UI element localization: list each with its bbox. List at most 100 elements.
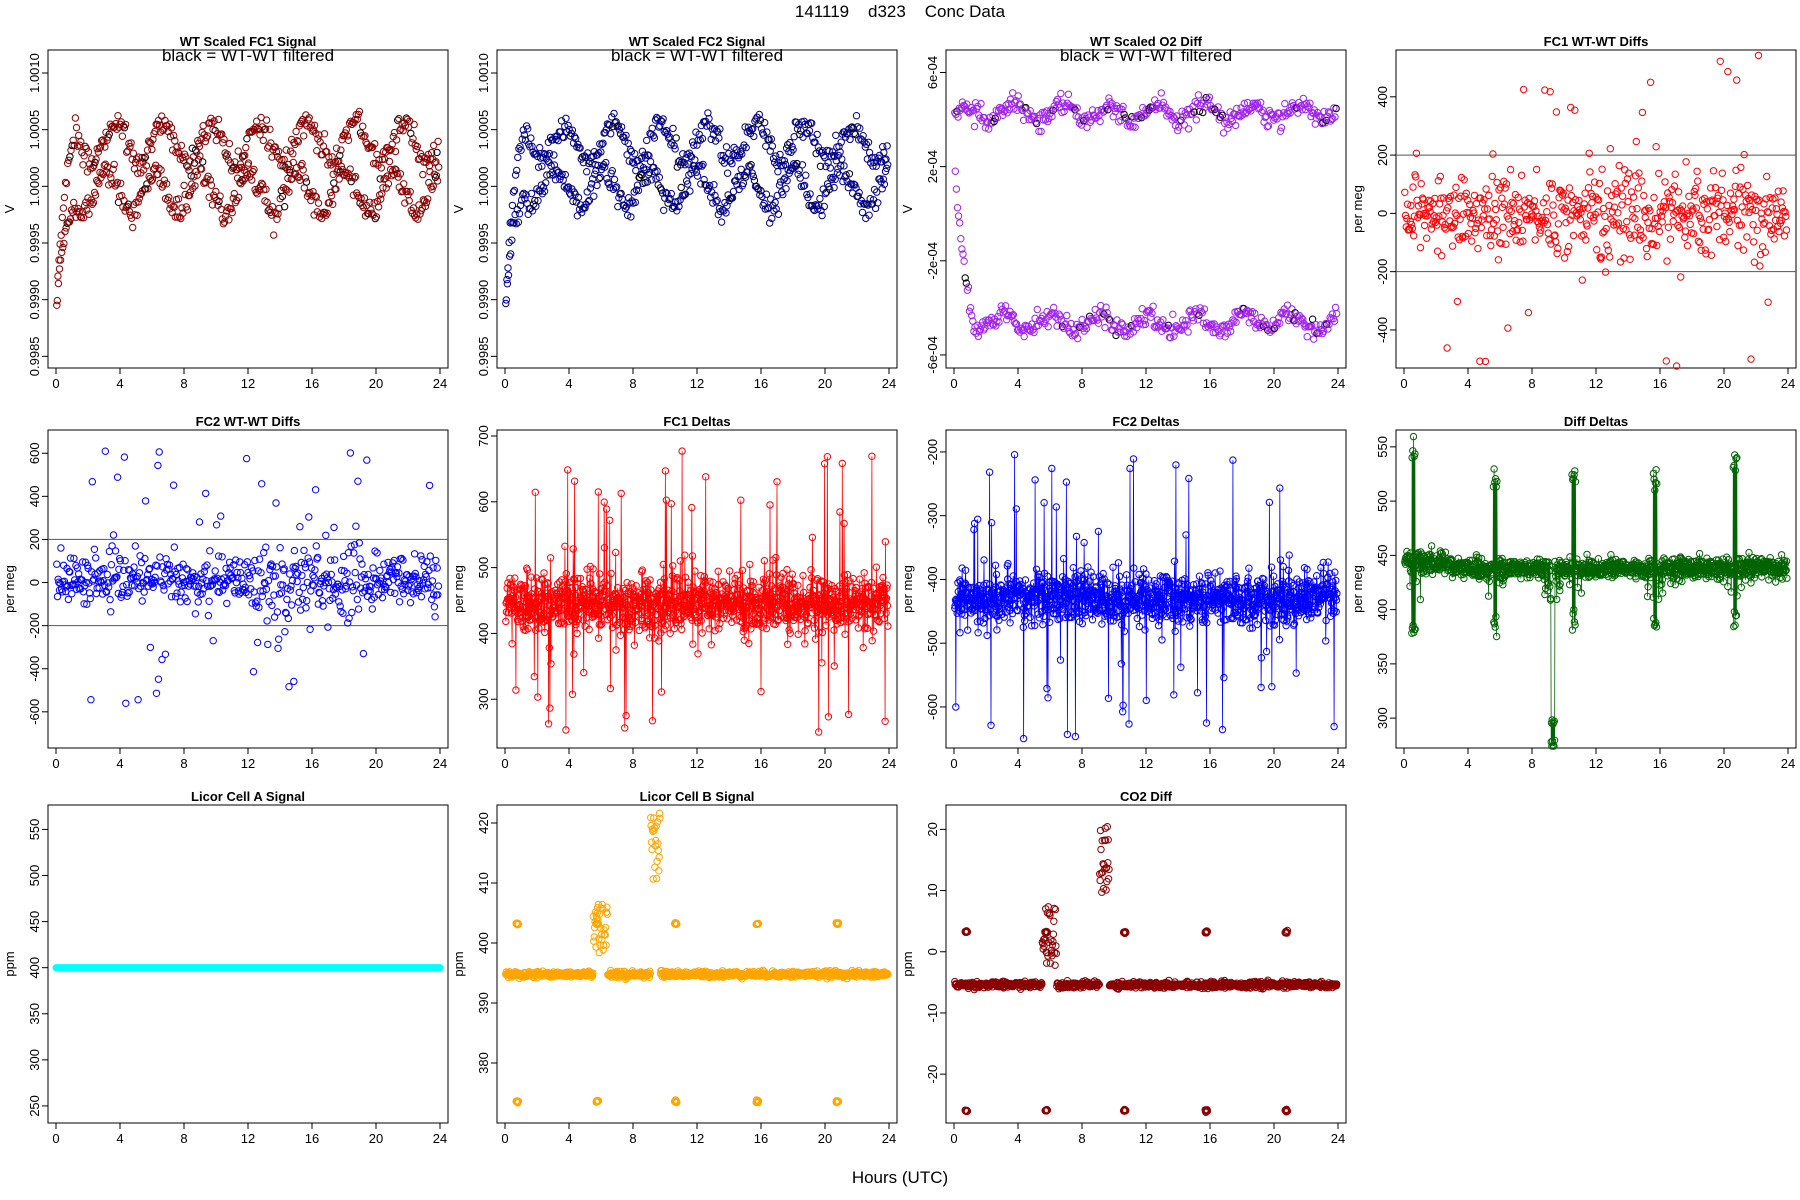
data-point [359, 122, 367, 131]
x-tick-label: 8 [1078, 756, 1085, 771]
y-tick-label: 400 [1375, 86, 1390, 108]
data-point [717, 218, 726, 226]
data-point [65, 156, 73, 165]
y-tick-label: 0.9995 [27, 223, 42, 263]
data-point [282, 146, 290, 154]
data-point [1749, 221, 1757, 229]
data-point [694, 162, 703, 171]
data-point [1496, 183, 1505, 192]
data-point [864, 201, 872, 209]
data-point [764, 203, 773, 212]
data-point [657, 117, 665, 125]
y-tick-label: -600 [27, 699, 42, 725]
data-point [60, 239, 68, 248]
data-point [696, 136, 704, 144]
y-tick-label: 0 [1375, 210, 1390, 217]
x-tick-label: 24 [433, 756, 447, 771]
data-point [1225, 323, 1234, 331]
data-point [659, 115, 667, 123]
data-point [1541, 86, 1549, 94]
data-point [601, 163, 609, 171]
data-point [171, 137, 179, 145]
data-point [61, 178, 70, 187]
data-points [951, 451, 1341, 743]
data-point [1322, 116, 1331, 125]
data-point [410, 120, 418, 129]
data-point [120, 124, 129, 132]
data-point [1127, 123, 1135, 131]
data-point [740, 141, 748, 149]
data-point [1594, 208, 1602, 216]
data-point [617, 123, 626, 131]
data-point [1547, 184, 1556, 192]
data-point [712, 198, 720, 206]
data-point [1474, 244, 1482, 253]
data-point [864, 138, 873, 147]
data-point [691, 156, 699, 164]
data-point [1073, 104, 1081, 112]
data-point [703, 186, 712, 195]
data-point [71, 114, 80, 122]
data-point [1444, 204, 1452, 212]
data-point [155, 164, 163, 172]
data-point [360, 194, 369, 202]
y-axis-label: V [451, 204, 466, 213]
data-point [638, 147, 647, 156]
plot-frame [945, 49, 1347, 369]
data-point [1216, 113, 1225, 121]
data-point [874, 199, 882, 207]
data-point [191, 610, 200, 618]
data-point [386, 146, 394, 155]
data-point [1460, 176, 1468, 184]
data-point [670, 203, 679, 211]
data-point [667, 189, 675, 198]
data-point [1782, 226, 1791, 234]
data-point [1412, 173, 1420, 181]
data-point [960, 257, 968, 265]
data-point [65, 218, 74, 226]
data-point [412, 214, 420, 222]
data-point [1403, 200, 1412, 208]
data-point [1283, 301, 1292, 309]
data-point [858, 208, 867, 217]
data-point [508, 201, 517, 210]
data-point [660, 206, 668, 215]
data-point [1771, 194, 1779, 202]
data-point [1035, 127, 1043, 136]
data-point [288, 601, 296, 609]
data-point [384, 180, 393, 188]
data-point [423, 155, 431, 163]
data-point [364, 144, 372, 153]
data-point [1038, 108, 1046, 117]
data-point [880, 148, 888, 157]
data-point [270, 231, 278, 239]
data-point [590, 192, 598, 200]
data-point [189, 184, 197, 193]
y-tick-label: -500 [925, 630, 940, 656]
data-point [201, 563, 209, 571]
data-point [1698, 218, 1706, 226]
data-point [148, 145, 156, 154]
y-tick-label: 600 [476, 491, 491, 513]
chart-note: black = WT-WT filtered [611, 46, 783, 65]
data-point [286, 570, 294, 578]
data-point [624, 139, 632, 148]
x-tick-label: 24 [882, 756, 896, 771]
data-point [1027, 327, 1035, 335]
data-point [429, 182, 437, 191]
data-point [196, 152, 204, 160]
data-point [280, 203, 289, 211]
data-point [633, 181, 642, 189]
data-point [157, 166, 165, 174]
x-tick-label: 4 [1464, 376, 1471, 391]
data-point [359, 649, 368, 658]
data-point [1711, 183, 1720, 192]
y-tick-label: -300 [925, 503, 940, 529]
data-point [1436, 172, 1445, 181]
data-point [574, 193, 583, 202]
data-point [749, 125, 757, 133]
data-point [597, 148, 605, 156]
data-point [1040, 108, 1049, 117]
data-point [862, 140, 870, 148]
data-point [91, 191, 100, 199]
